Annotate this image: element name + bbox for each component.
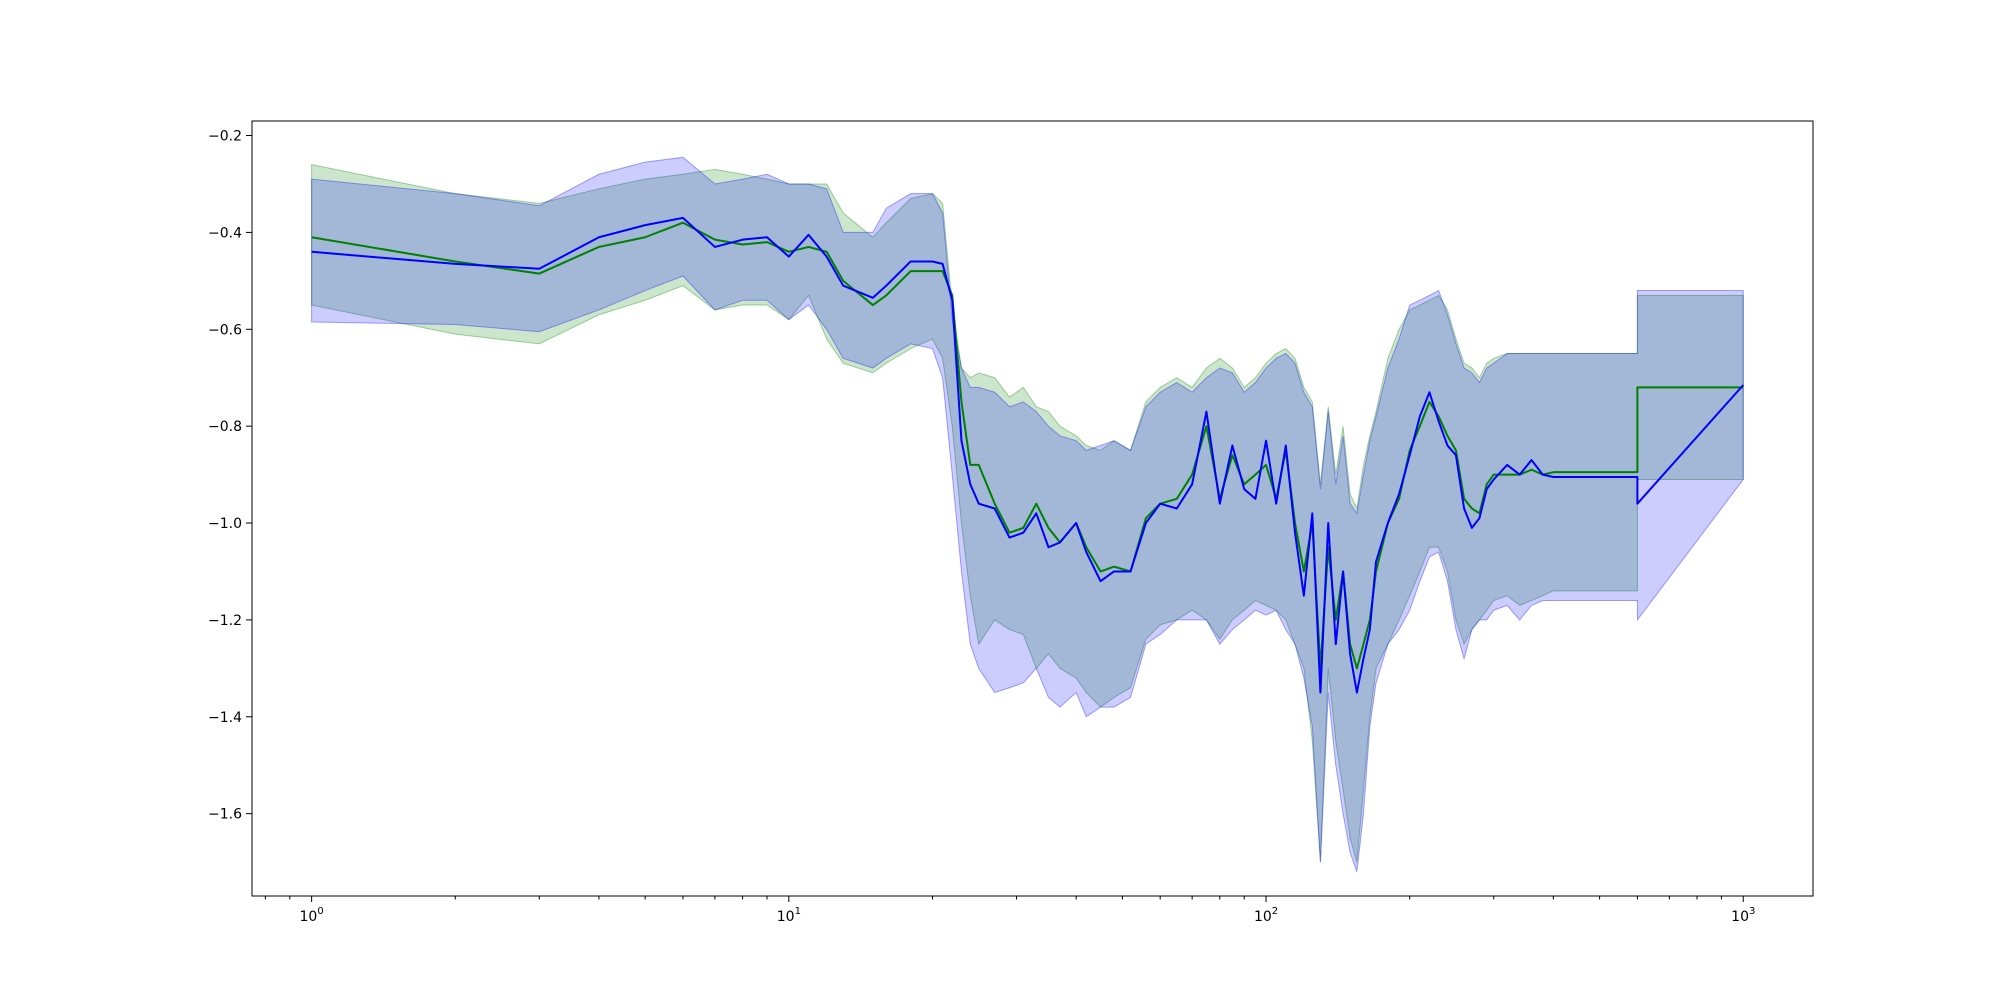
- x-tick-label: 100: [300, 906, 324, 925]
- confidence-bands: [311, 156, 1744, 872]
- series-0-band: [311, 163, 1744, 863]
- y-tick-label: −0.2: [208, 129, 242, 145]
- y-tick-label: −1.2: [208, 613, 242, 629]
- x-axis: 100 101 102 103: [264, 896, 1755, 925]
- y-tick-label: −1.4: [208, 710, 242, 726]
- series-1-line: [311, 216, 1745, 694]
- plot-frame: [251, 120, 1814, 897]
- y-axis: −0.2 −0.4 −0.6 −0.8 −1.0 −1.2 −1.4 −1.6: [208, 129, 252, 823]
- y-tick-label: −0.8: [208, 419, 242, 435]
- x-tick-label: 103: [1731, 906, 1755, 925]
- x-tick-label: 102: [1254, 906, 1278, 925]
- y-tick-label: −1.6: [208, 807, 242, 823]
- y-tick-label: −0.6: [208, 322, 242, 338]
- x-tick-label: 101: [777, 906, 801, 925]
- y-tick-label: −1.0: [208, 516, 242, 532]
- y-tick-label: −0.4: [208, 225, 242, 241]
- series-lines: [311, 216, 1745, 694]
- series-1-band: [311, 156, 1744, 872]
